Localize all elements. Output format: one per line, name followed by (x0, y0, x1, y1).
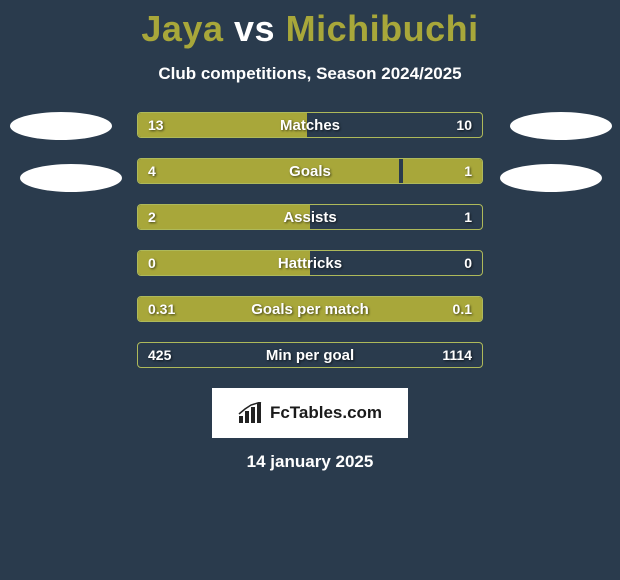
player2-flag-placeholder (500, 164, 602, 192)
stat-value-left: 13 (148, 113, 164, 137)
player2-avatar-placeholder (510, 112, 612, 140)
player1-flag-placeholder (20, 164, 122, 192)
stat-row-min-per-goal: 425 Min per goal 1114 (137, 342, 483, 368)
brand-box[interactable]: FcTables.com (212, 388, 408, 438)
bar-chart-icon (238, 402, 264, 424)
stats-bars: 13 Matches 10 4 Goals 1 2 Assists 1 0 Ha… (137, 112, 483, 368)
stat-value-right: 1114 (442, 343, 472, 367)
stat-value-right: 1 (464, 159, 472, 183)
stat-fill-left (138, 297, 399, 321)
stat-row-goals-per-match: 0.31 Goals per match 0.1 (137, 296, 483, 322)
content: 13 Matches 10 4 Goals 1 2 Assists 1 0 Ha… (0, 112, 620, 472)
brand-text: FcTables.com (270, 403, 382, 423)
player1-name: Jaya (141, 8, 223, 49)
stat-value-left: 0.31 (148, 297, 175, 321)
player1-avatar-placeholder (10, 112, 112, 140)
stat-fill-left (138, 205, 310, 229)
player2-name: Michibuchi (286, 8, 479, 49)
stat-row-hattricks: 0 Hattricks 0 (137, 250, 483, 276)
stat-fill-left (138, 159, 399, 183)
subtitle: Club competitions, Season 2024/2025 (0, 64, 620, 84)
stat-value-left: 0 (148, 251, 156, 275)
stat-row-matches: 13 Matches 10 (137, 112, 483, 138)
date: 14 january 2025 (0, 452, 620, 472)
stat-row-goals: 4 Goals 1 (137, 158, 483, 184)
stat-value-left: 425 (148, 343, 171, 367)
stat-value-right: 10 (456, 113, 472, 137)
stat-value-left: 2 (148, 205, 156, 229)
comparison-title: Jaya vs Michibuchi (0, 0, 620, 50)
vs-separator: vs (234, 8, 275, 49)
stat-value-right: 1 (464, 205, 472, 229)
stat-value-right: 0.1 (453, 297, 472, 321)
stat-value-right: 0 (464, 251, 472, 275)
stat-row-assists: 2 Assists 1 (137, 204, 483, 230)
stat-label: Min per goal (138, 343, 482, 367)
stat-fill-left (138, 251, 310, 275)
stat-value-left: 4 (148, 159, 156, 183)
